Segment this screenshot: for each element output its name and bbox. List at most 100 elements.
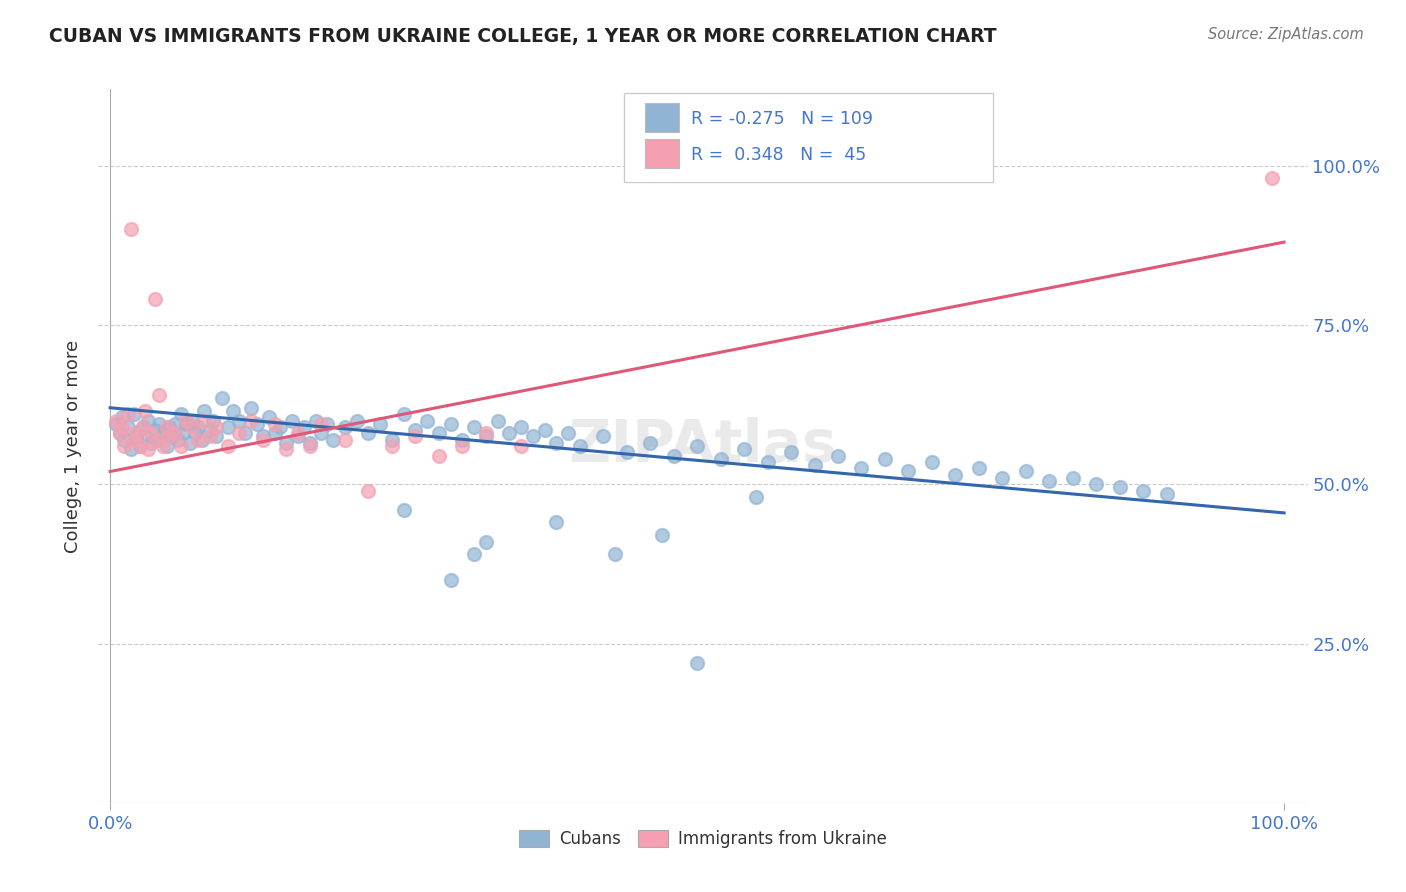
Point [333, 420, 356, 434]
Point [125, 426, 148, 441]
Point [160, 429, 183, 443]
Point [105, 413, 128, 427]
Point [357, 426, 380, 441]
Point [132, 420, 155, 434]
Point [1038, 474, 1060, 488]
Point [745, 490, 768, 504]
Text: ZIPAtlas: ZIPAtlas [568, 417, 838, 475]
Point [157, 420, 180, 434]
Point [451, 439, 474, 453]
Y-axis label: College, 1 year or more: College, 1 year or more [63, 340, 82, 552]
Point [269, 420, 291, 434]
Point [404, 429, 426, 443]
Point [392, 407, 415, 421]
Point [204, 429, 226, 443]
Point [128, 439, 150, 453]
Point [498, 426, 520, 441]
Point [111, 420, 134, 434]
Point [190, 433, 212, 447]
FancyBboxPatch shape [624, 93, 993, 182]
Point [756, 455, 779, 469]
Point [851, 461, 873, 475]
Point [686, 656, 709, 670]
Point [1108, 480, 1130, 494]
Point [662, 449, 685, 463]
Point [240, 401, 263, 415]
Point [148, 388, 170, 402]
Point [169, 407, 191, 421]
Point [176, 417, 198, 431]
Point [111, 410, 134, 425]
Point [136, 442, 159, 457]
Point [427, 426, 450, 441]
Point [152, 439, 174, 453]
Point [141, 426, 163, 441]
Point [105, 417, 128, 431]
Point [710, 451, 733, 466]
Point [108, 426, 131, 441]
Point [475, 426, 498, 441]
Point [557, 426, 579, 441]
Point [146, 433, 169, 447]
Point [163, 417, 186, 431]
FancyBboxPatch shape [645, 139, 679, 168]
Point [117, 420, 139, 434]
Point [155, 420, 177, 434]
Point [148, 417, 170, 431]
Point [240, 413, 263, 427]
Point [592, 429, 614, 443]
Point [117, 407, 139, 421]
Point [897, 465, 920, 479]
Point [108, 426, 131, 441]
FancyBboxPatch shape [645, 103, 679, 132]
Point [1156, 487, 1178, 501]
Point [298, 439, 321, 453]
Point [510, 439, 533, 453]
Point [276, 435, 298, 450]
Point [439, 417, 461, 431]
Point [172, 426, 194, 441]
Point [141, 435, 163, 450]
Point [217, 420, 239, 434]
Point [873, 451, 896, 466]
Point [287, 429, 309, 443]
Point [304, 413, 326, 427]
Point [122, 433, 145, 447]
Point [211, 391, 233, 405]
Point [1015, 465, 1038, 479]
Point [1085, 477, 1108, 491]
Point [1261, 171, 1284, 186]
Point [1132, 483, 1154, 498]
Point [311, 417, 333, 431]
Point [222, 404, 245, 418]
Point [381, 439, 404, 453]
Point [193, 413, 215, 427]
Point [122, 407, 145, 421]
Point [392, 502, 415, 516]
Point [522, 429, 544, 443]
Point [991, 471, 1014, 485]
Point [136, 413, 159, 427]
Point [463, 420, 485, 434]
Point [132, 420, 155, 434]
Point [638, 435, 661, 450]
Point [322, 433, 344, 447]
Point [463, 547, 485, 561]
Point [257, 410, 280, 425]
Point [176, 413, 198, 427]
Point [292, 420, 315, 434]
Point [945, 467, 967, 482]
Point [143, 293, 166, 307]
Point [381, 433, 404, 447]
Point [686, 439, 709, 453]
Point [780, 445, 803, 459]
Point [263, 426, 285, 441]
Point [120, 222, 142, 236]
Point [125, 429, 148, 443]
Point [967, 461, 990, 475]
Point [475, 534, 498, 549]
Point [651, 528, 673, 542]
Point [252, 433, 274, 447]
Point [451, 433, 474, 447]
Point [112, 433, 135, 447]
